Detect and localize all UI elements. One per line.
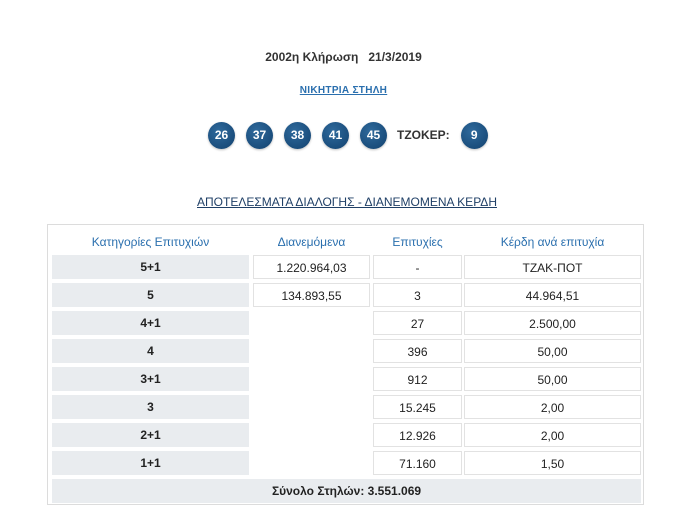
number-ball: 45 — [360, 121, 387, 149]
table-row-winners: 15.245 — [373, 395, 462, 419]
table-row-distributed: 134.893,55 — [253, 283, 370, 307]
table-row-category: 3+1 — [52, 367, 249, 391]
draw-date: 21/3/2019 — [368, 50, 422, 64]
total-columns: Σύνολο Στηλών: 3.551.069 — [52, 479, 641, 503]
joker-label: ΤΖΟΚΕΡ: — [397, 128, 450, 142]
number-ball: 38 — [284, 121, 311, 149]
table-row-category: 5 — [52, 283, 249, 307]
table-row-winners: 12.926 — [373, 423, 462, 447]
winning-numbers: 26 37 38 41 45 ΤΖΟΚΕΡ: 9 — [208, 121, 499, 149]
table-row-winners: - — [373, 255, 462, 279]
header-winners: Επιτυχίες — [392, 235, 443, 249]
draw-number: 2002η Κλήρωση — [265, 50, 359, 64]
table-row-prize: 2,00 — [464, 395, 641, 419]
number-ball: 41 — [322, 121, 349, 149]
results-table: Κατηγορίες Επιτυχιών Διανεμόμενα Επιτυχί… — [47, 224, 644, 505]
table-row-winners: 71.160 — [373, 451, 462, 475]
table-row-winners: 3 — [373, 283, 462, 307]
table-row-prize: 50,00 — [464, 367, 641, 391]
joker-ball: 9 — [460, 121, 488, 149]
table-row-category: 4 — [52, 339, 249, 363]
table-row-winners: 27 — [373, 311, 462, 335]
draw-title: 2002η Κλήρωση 21/3/2019 — [0, 50, 687, 64]
number-ball: 37 — [246, 121, 273, 149]
table-row-category: 2+1 — [52, 423, 249, 447]
table-row-prize: ΤΖΑΚ-ΠΟΤ — [464, 255, 641, 279]
table-row-prize: 44.964,51 — [464, 283, 641, 307]
header-prize: Κέρδη ανά επιτυχία — [500, 235, 605, 249]
table-row-category: 5+1 — [52, 255, 249, 279]
header-distributed: Διανεμόμενα — [277, 235, 346, 249]
table-row-prize: 2,00 — [464, 423, 641, 447]
results-heading[interactable]: ΑΠΟΤΕΛΕΣΜΑΤΑ ΔΙΑΛΟΓΗΣ - ΔΙΑΝΕΜΟΜΕΝΑ ΚΕΡΔ… — [197, 195, 497, 209]
table-row-winners: 396 — [373, 339, 462, 363]
table-row-prize: 1,50 — [464, 451, 641, 475]
table-row-category: 4+1 — [52, 311, 249, 335]
table-row-distributed: 1.220.964,03 — [253, 255, 370, 279]
table-row-winners: 912 — [373, 367, 462, 391]
table-row-category: 1+1 — [52, 451, 249, 475]
table-row-prize: 50,00 — [464, 339, 641, 363]
header-categories: Κατηγορίες Επιτυχιών — [91, 235, 210, 249]
winning-column-link[interactable]: ΝΙΚΗΤΡΙΑ ΣΤΗΛΗ — [299, 85, 388, 96]
number-ball: 26 — [208, 121, 235, 149]
table-row-prize: 2.500,00 — [464, 311, 641, 335]
table-row-category: 3 — [52, 395, 249, 419]
